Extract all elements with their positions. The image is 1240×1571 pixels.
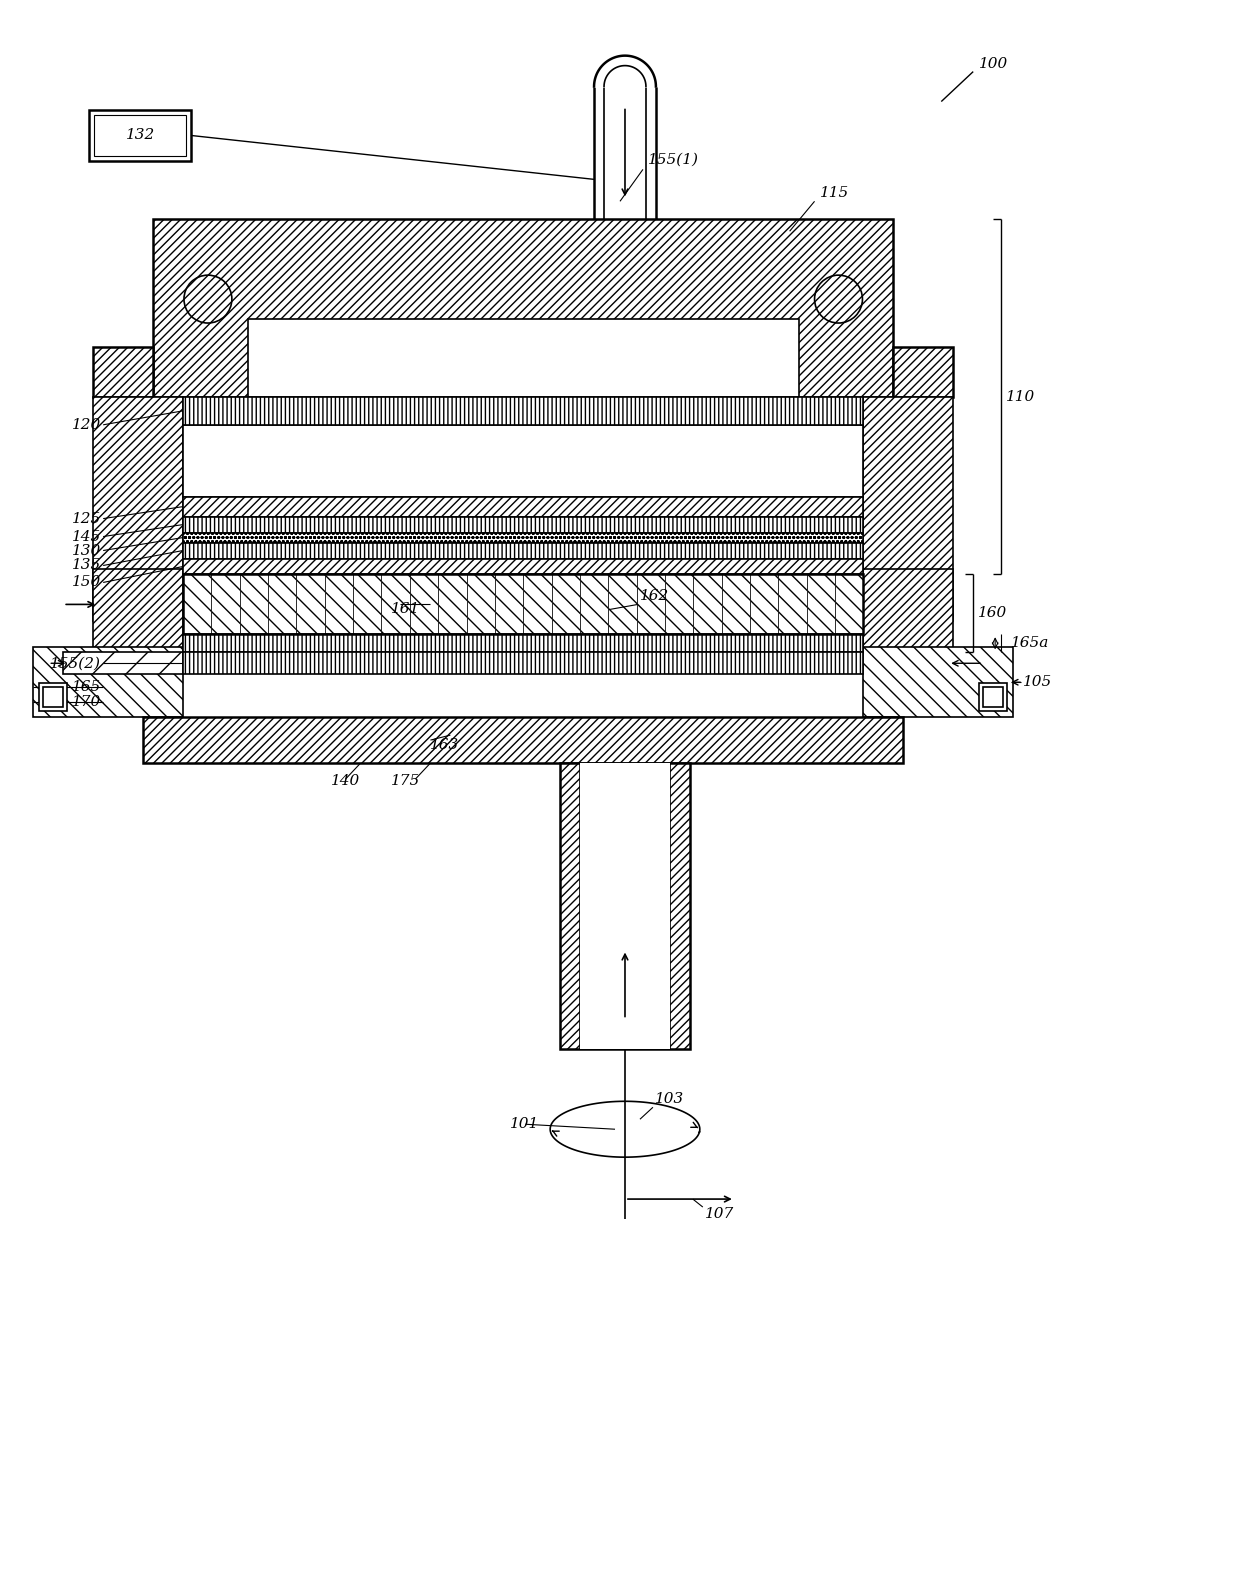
Bar [93,347,153,397]
Bar [33,647,184,716]
Bar [438,575,466,635]
Bar [580,575,609,635]
Bar [184,575,863,635]
Bar [153,220,893,397]
Text: 165: 165 [72,680,102,694]
Text: 161: 161 [391,602,420,616]
Bar [893,347,954,397]
Bar [693,575,722,635]
Text: 135: 135 [72,559,102,572]
Bar [184,575,211,635]
Bar [609,575,636,635]
Bar [89,110,191,162]
Bar [63,652,184,674]
Bar [382,575,409,635]
Text: 132: 132 [125,129,155,143]
Text: 175: 175 [391,775,420,789]
Bar [466,575,495,635]
Bar [779,575,807,635]
Text: 110: 110 [1006,390,1035,404]
Text: 145: 145 [72,529,102,544]
Bar [40,683,67,712]
Bar [296,575,325,635]
Text: 125: 125 [72,512,102,526]
Bar [750,575,779,635]
Bar [268,575,296,635]
Text: 155(1): 155(1) [649,152,699,167]
Text: 165a: 165a [1011,636,1049,650]
Bar [409,575,438,635]
Bar [43,687,63,707]
Bar [143,716,904,764]
Bar [495,575,523,635]
Bar [560,764,689,1049]
Bar [863,397,954,622]
Text: 160: 160 [978,606,1007,621]
Text: 150: 150 [72,575,102,589]
Bar [353,575,382,635]
Bar [184,533,863,542]
Bar [325,575,353,635]
Bar [580,764,670,1049]
Bar [983,687,1003,707]
Bar [184,635,863,652]
Bar [835,575,863,635]
Text: 130: 130 [72,544,102,558]
Text: 170: 170 [72,696,102,709]
Bar [184,496,863,517]
Text: 162: 162 [640,589,670,603]
Bar [184,517,863,533]
Text: 115: 115 [820,187,849,201]
Text: 140: 140 [331,775,360,789]
Bar [807,575,835,635]
Bar [863,647,1013,716]
Text: 155(2): 155(2) [50,657,102,671]
Text: 103: 103 [655,1092,684,1106]
Bar [184,559,863,575]
Bar [552,575,580,635]
Text: 105: 105 [1023,676,1053,690]
Text: 101: 101 [510,1117,539,1131]
Bar [239,575,268,635]
Bar [665,575,693,635]
Bar [863,569,954,657]
Bar [211,575,239,635]
Text: 107: 107 [704,1207,734,1221]
Text: 100: 100 [980,57,1008,71]
Bar [93,569,184,657]
Bar [523,575,552,635]
Text: 163: 163 [430,738,460,753]
Bar [184,542,863,559]
Bar [184,397,863,424]
Bar [94,115,186,157]
Bar [722,575,750,635]
Bar [93,397,184,622]
Text: 120: 120 [72,418,102,432]
Bar [184,424,863,496]
Bar [184,652,863,674]
Bar [248,319,799,397]
Bar [980,683,1007,712]
Bar [636,575,665,635]
